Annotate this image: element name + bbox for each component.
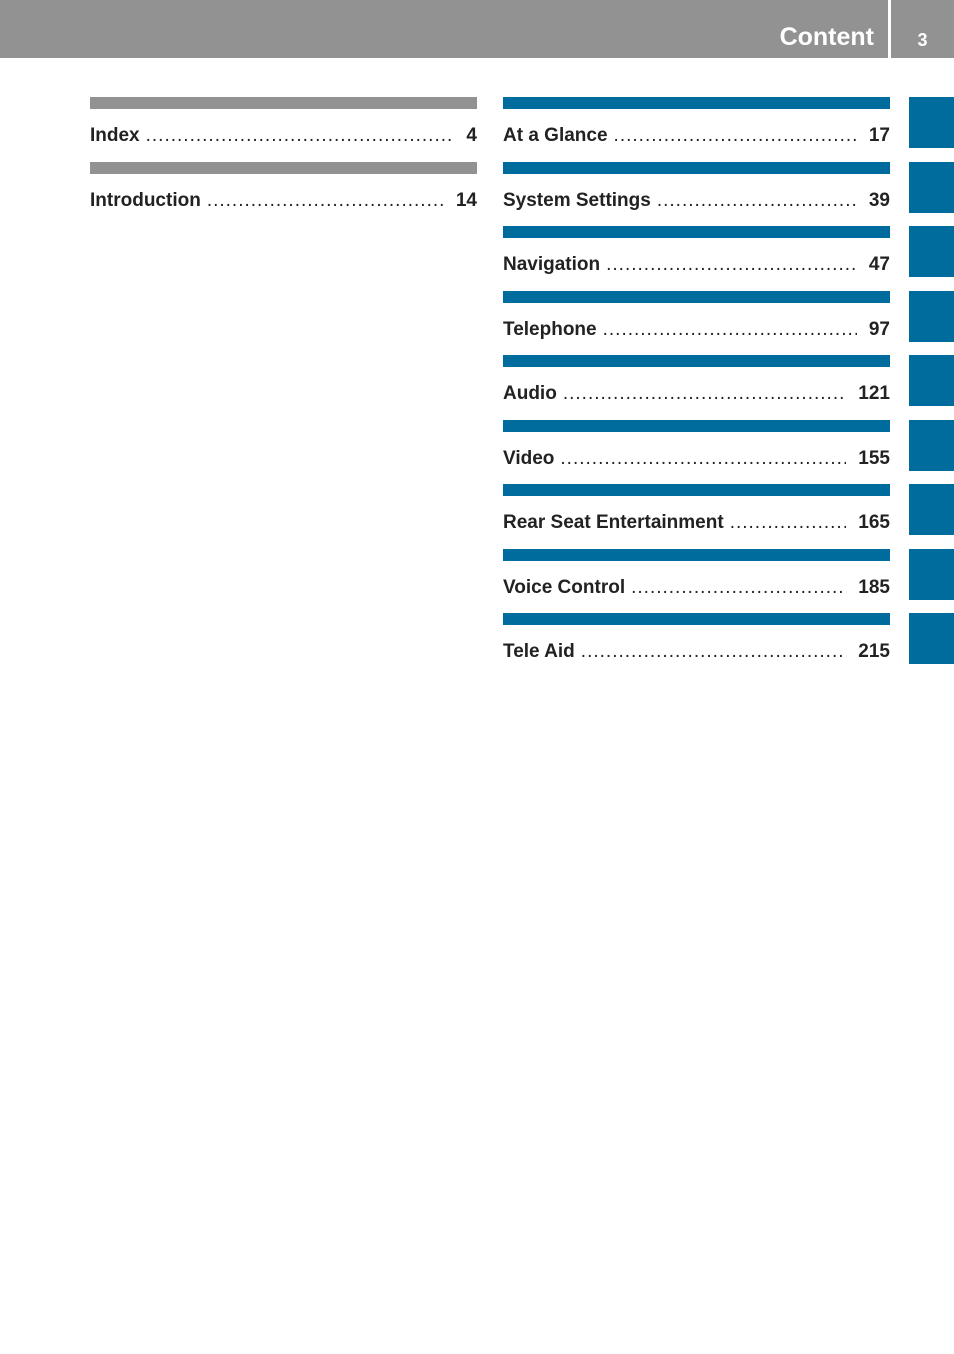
chapter-tab-telephone[interactable] [909, 290, 954, 342]
page-header: Content 3 [0, 0, 954, 58]
dot-leader: ........................................… [206, 189, 444, 211]
toc-entry-label[interactable]: Index [90, 125, 140, 146]
toc-entry-rear-seat-entertainment[interactable]: Rear Seat Entertainment ................… [503, 484, 890, 549]
dot-leader: ........................................… [602, 318, 857, 340]
toc-entry-page[interactable]: 47 [868, 254, 890, 275]
toc-entry-page[interactable]: 185 [858, 576, 890, 598]
page-number: 3 [917, 30, 928, 50]
section-bar [90, 97, 477, 109]
chapter-tab-rear-seat-entertainment[interactable] [909, 484, 954, 535]
toc-entry-navigation[interactable]: Navigation .............................… [503, 226, 890, 291]
toc-entry-page[interactable]: 165 [858, 512, 890, 533]
toc-right-column: At a Glance ............................… [503, 97, 890, 678]
dot-leader: ........................................… [560, 447, 846, 469]
chapter-tab-video[interactable] [909, 419, 954, 471]
dot-leader: ........................................… [656, 189, 857, 211]
toc-entry-index[interactable]: Index ..................................… [90, 97, 477, 162]
chapter-tab-voice-control[interactable] [909, 548, 954, 600]
chapter-tab-audio[interactable] [909, 355, 954, 406]
toc-entry-label[interactable]: Navigation [503, 254, 601, 275]
toc-entry-voice-control[interactable]: Voice Control ..........................… [503, 548, 890, 614]
toc-entry-page[interactable]: 97 [868, 318, 890, 340]
toc-entry-label[interactable]: Video [503, 447, 555, 469]
dot-leader: ........................................… [562, 383, 846, 404]
section-bar [90, 161, 477, 174]
dot-leader: ........................................… [613, 125, 857, 146]
dot-leader: ........................................… [606, 254, 857, 275]
chapter-tab-system-settings[interactable] [909, 161, 954, 213]
toc-entry-page[interactable]: 121 [858, 383, 890, 404]
section-bar [503, 355, 890, 367]
toc-entry-system-settings[interactable]: System Settings ........................… [503, 161, 890, 227]
section-bar [503, 548, 890, 561]
section-bar [503, 161, 890, 174]
toc-left-column: Index ..................................… [90, 97, 477, 226]
toc-entry-page[interactable]: 155 [858, 447, 890, 469]
toc-entry-tele-aid[interactable]: Tele Aid ...............................… [503, 613, 890, 678]
header-title: Content [779, 23, 874, 51]
section-bar [503, 290, 890, 303]
toc-entry-telephone[interactable]: Telephone ..............................… [503, 290, 890, 356]
toc-entry-label[interactable]: Audio [503, 383, 557, 404]
toc-entry-page[interactable]: 4 [466, 125, 477, 146]
toc-entry-label[interactable]: Rear Seat Entertainment [503, 512, 724, 533]
chapter-tab-at-a-glance[interactable] [909, 97, 954, 148]
toc-entry-label[interactable]: At a Glance [503, 125, 608, 146]
toc-entry-label[interactable]: Introduction [90, 189, 201, 211]
chapter-tab-tele-aid[interactable] [909, 613, 954, 664]
toc-entry-label[interactable]: Voice Control [503, 576, 626, 598]
toc-entry-page[interactable]: 14 [455, 189, 477, 211]
toc-entry-at-a-glance[interactable]: At a Glance ............................… [503, 97, 890, 162]
toc-entry-page[interactable]: 215 [858, 641, 890, 662]
dot-leader: ........................................… [145, 125, 455, 146]
section-bar [503, 226, 890, 238]
toc-entry-audio[interactable]: Audio ..................................… [503, 355, 890, 420]
section-bar [503, 419, 890, 432]
section-bar [503, 484, 890, 496]
dot-leader: ........................................… [729, 512, 847, 533]
dot-leader: ........................................… [580, 641, 847, 662]
header-divider [888, 0, 891, 58]
section-bar [503, 97, 890, 109]
toc-entry-page[interactable]: 39 [868, 189, 890, 211]
toc-entry-label[interactable]: Telephone [503, 318, 597, 340]
toc-entry-introduction[interactable]: Introduction ...........................… [90, 161, 477, 227]
toc-entry-label[interactable]: Tele Aid [503, 641, 575, 662]
dot-leader: ........................................… [631, 576, 846, 598]
toc-entry-video[interactable]: Video ..................................… [503, 419, 890, 485]
toc-entry-label[interactable]: System Settings [503, 189, 651, 211]
section-bar [503, 613, 890, 625]
chapter-tab-navigation[interactable] [909, 226, 954, 277]
toc-entry-page[interactable]: 17 [868, 125, 890, 146]
